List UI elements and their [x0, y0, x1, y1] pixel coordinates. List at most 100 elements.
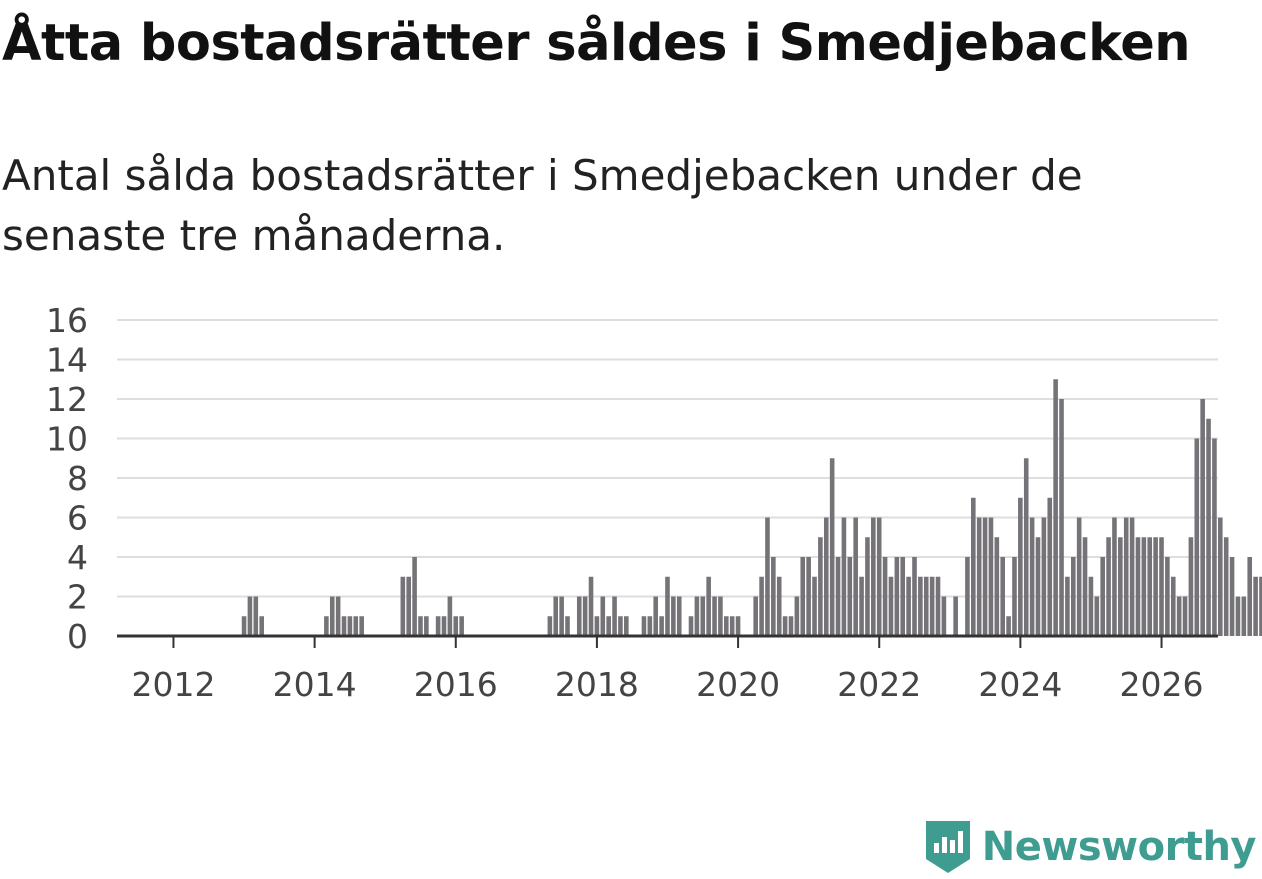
- bar: [935, 576, 941, 636]
- y-tick-label: 6: [67, 499, 88, 538]
- bar: [988, 517, 994, 636]
- bar: [329, 596, 335, 636]
- bar: [353, 616, 359, 636]
- y-tick-label: 10: [46, 420, 88, 459]
- bar: [1259, 576, 1262, 636]
- bar: [1059, 399, 1064, 636]
- bar: [441, 616, 447, 636]
- bar: [818, 537, 823, 636]
- x-tick-label: 2012: [131, 665, 215, 704]
- y-tick-label: 0: [67, 617, 88, 656]
- bar: [765, 517, 770, 636]
- x-tick-label: 2026: [1120, 665, 1204, 704]
- bar: [888, 576, 894, 636]
- x-tick-label: 2018: [555, 665, 639, 704]
- bar: [753, 596, 758, 636]
- bar: [659, 616, 664, 636]
- bar: [553, 596, 559, 636]
- y-tick-label: 2: [67, 578, 88, 617]
- chart-badge-icon: [925, 821, 970, 873]
- y-tick-label: 16: [46, 301, 88, 340]
- bar: [894, 557, 900, 636]
- bar: [1218, 517, 1223, 636]
- bar: [259, 616, 264, 636]
- bar: [1129, 517, 1135, 636]
- bar: [447, 596, 453, 636]
- bar: [929, 576, 935, 636]
- bar: [606, 616, 611, 636]
- bar: [1212, 438, 1217, 636]
- bar: [953, 596, 958, 636]
- chart-subtitle: Antal sålda bostadsrätter i Smedjebacken…: [2, 151, 1083, 260]
- bar: [576, 596, 582, 636]
- bar: [923, 576, 929, 636]
- bar: [594, 616, 600, 636]
- bar-series: [241, 379, 1262, 636]
- bar: [1041, 517, 1047, 636]
- bar: [1070, 557, 1076, 636]
- bar: [982, 517, 988, 636]
- bar: [1182, 596, 1188, 636]
- bar: [335, 596, 341, 636]
- bar: [859, 576, 864, 636]
- bar: [1123, 517, 1129, 636]
- bar: [759, 576, 764, 636]
- bar: [412, 557, 417, 636]
- x-tick-label: 2016: [414, 665, 498, 704]
- bar: [1153, 537, 1158, 636]
- x-tick-label: 2024: [978, 665, 1062, 704]
- bar: [776, 576, 782, 636]
- bar: [1012, 557, 1017, 636]
- bar: [424, 616, 429, 636]
- bar: [400, 576, 406, 636]
- bar: [965, 557, 970, 636]
- bar: [1018, 497, 1023, 636]
- bar: [241, 616, 247, 636]
- bar: [1176, 596, 1182, 636]
- bar: [588, 576, 594, 636]
- bar: [906, 576, 911, 636]
- bar: [865, 537, 870, 636]
- bar: [1235, 596, 1241, 636]
- bar: [823, 517, 829, 636]
- bar: [1100, 557, 1105, 636]
- newsworthy-logo: Newsworthy: [924, 819, 1257, 875]
- bar: [1141, 537, 1147, 636]
- bar: [1188, 537, 1194, 636]
- bar: [718, 596, 723, 636]
- bar: [729, 616, 735, 636]
- bar: [918, 576, 923, 636]
- bar: [976, 517, 982, 636]
- bar: [641, 616, 647, 636]
- bar: [671, 596, 676, 636]
- bar: [359, 616, 364, 636]
- bar: [1035, 537, 1041, 636]
- gridlines: [117, 319, 1218, 598]
- bar: [941, 596, 947, 636]
- bar: [1135, 537, 1141, 636]
- bar: [565, 616, 570, 636]
- y-tick-label: 14: [46, 341, 88, 380]
- bar: [829, 458, 835, 636]
- bar: [253, 596, 259, 636]
- y-tick-label: 8: [67, 459, 88, 498]
- bar: [624, 616, 629, 636]
- bar: [1065, 576, 1070, 636]
- bar: [1023, 458, 1029, 636]
- bar: [882, 557, 888, 636]
- bar: [1241, 596, 1247, 636]
- bar: [788, 616, 794, 636]
- bar: [547, 616, 553, 636]
- bar: [876, 517, 882, 636]
- x-tick-label: 2020: [696, 665, 780, 704]
- bar: [1094, 596, 1100, 636]
- logo-text: Newsworthy: [981, 824, 1257, 870]
- bar: [1200, 399, 1205, 636]
- bar: [712, 596, 717, 636]
- bar: [1159, 537, 1164, 636]
- y-tick-label: 12: [46, 380, 88, 419]
- bar: [1223, 537, 1229, 636]
- bar: [771, 557, 776, 636]
- bar: [735, 616, 741, 636]
